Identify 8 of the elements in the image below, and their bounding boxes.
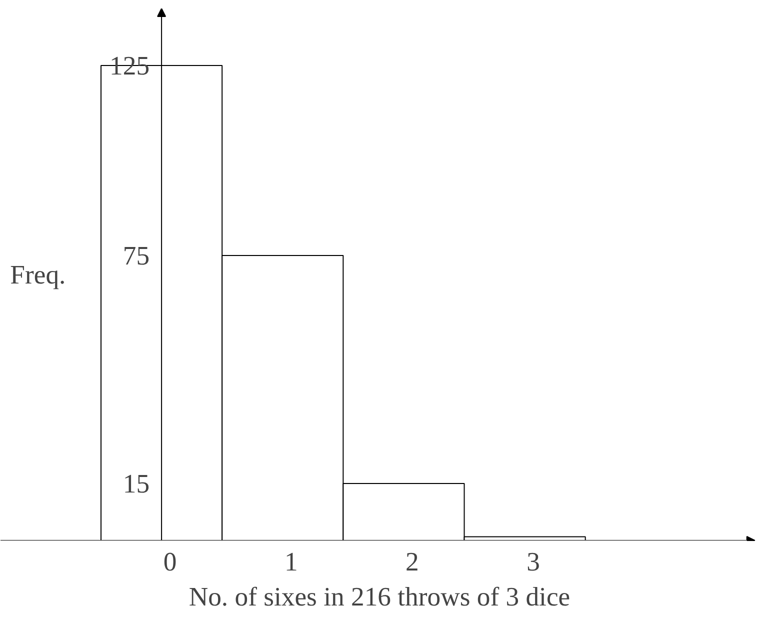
y-tick-label: 75 (122, 240, 150, 270)
x-tick-label: 3 (526, 546, 540, 576)
x-tick-label: 1 (284, 546, 298, 576)
y-axis-title: Freq. (10, 260, 66, 290)
y-tick-label: 15 (122, 468, 150, 498)
x-axis-title: No. of sixes in 216 throws of 3 dice (188, 582, 570, 612)
x-tick-label: 0 (163, 546, 177, 576)
x-tick-label: 2 (406, 546, 419, 576)
